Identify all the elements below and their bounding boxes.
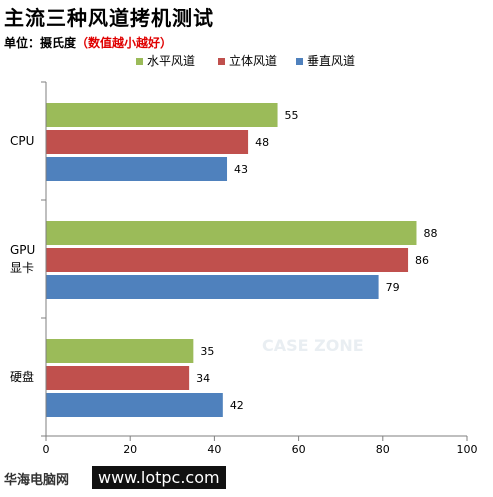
data-label-2-0: 35: [200, 345, 214, 358]
data-label-1-0: 88: [423, 227, 437, 240]
x-tick-label-5: 100: [457, 443, 478, 456]
bar-2-0: [46, 339, 194, 363]
category-label-0-0: CPU: [10, 134, 34, 148]
bar-2-2: [46, 393, 223, 417]
legend-swatch-1: [218, 58, 225, 65]
data-label-0-0: 55: [285, 109, 299, 122]
x-tick-label-3: 60: [292, 443, 306, 456]
data-label-1-2: 79: [386, 281, 400, 294]
legend-swatch-0: [136, 58, 143, 65]
bar-1-0: [46, 221, 417, 245]
legend-label-2: 垂直风道: [307, 54, 355, 68]
data-label-0-1: 48: [255, 136, 269, 149]
bar-0-1: [46, 130, 249, 154]
unit-line: 单位：摄氏度（数值越小越好）: [4, 34, 172, 51]
data-label-0-2: 43: [234, 163, 248, 176]
legend-swatch-2: [296, 58, 303, 65]
bar-1-1: [46, 248, 409, 272]
category-label-2-0: 硬盘: [10, 369, 34, 384]
data-label-2-2: 42: [230, 399, 244, 412]
legend-label-1: 立体风道: [229, 53, 277, 68]
x-tick-label-0: 0: [43, 443, 50, 456]
footer-site-name: 华海电脑网: [4, 473, 70, 488]
bar-2-1: [46, 366, 190, 390]
legend-label-0: 水平风道: [147, 54, 195, 68]
bar-1-2: [46, 275, 379, 299]
chart-title: 主流三种风道拷机测试: [4, 6, 214, 30]
x-tick-label-1: 20: [123, 443, 137, 456]
unit-label: 单位：摄氏度: [4, 36, 77, 50]
bar-0-2: [46, 157, 228, 181]
watermark-text: CASE ZONE: [262, 336, 364, 355]
data-label-1-1: 86: [415, 254, 429, 267]
bar-0-0: [46, 103, 278, 127]
category-label-1-1: 显卡: [10, 261, 34, 275]
footer-url: www.lotpc.com: [92, 466, 226, 489]
category-label-1-0: GPU: [10, 243, 35, 257]
unit-note: （数值越小越好）: [76, 36, 173, 50]
data-label-2-1: 34: [196, 372, 210, 385]
x-tick-label-2: 40: [207, 443, 221, 456]
x-tick-label-4: 80: [376, 443, 390, 456]
